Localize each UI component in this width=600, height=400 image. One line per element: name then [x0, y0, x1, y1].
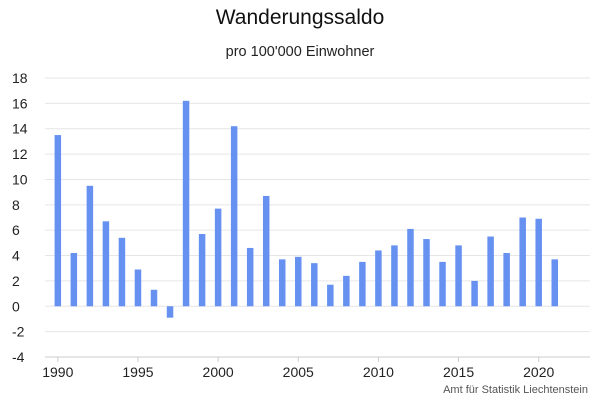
bar [343, 275, 350, 307]
bar [278, 259, 286, 307]
y-tick-label: 4 [12, 248, 20, 264]
y-tick-label: 10 [12, 171, 28, 187]
bar [423, 239, 430, 307]
bar [503, 253, 510, 307]
bar [262, 195, 270, 307]
bar [551, 259, 558, 307]
y-tick-label: 2 [12, 273, 20, 289]
x-tick-label: 1990 [42, 364, 73, 380]
bar [439, 261, 446, 307]
bar [295, 256, 302, 307]
y-tick-label: 16 [12, 95, 28, 111]
bar [311, 263, 318, 307]
source-note: Amt für Statistik Liechtenstein [443, 384, 588, 396]
bar [359, 261, 366, 307]
x-tick-label: 2020 [523, 364, 554, 380]
bar [327, 284, 334, 307]
x-tick-label: 2005 [283, 364, 314, 380]
bars [54, 100, 558, 318]
y-tick-label: 12 [12, 146, 28, 162]
bar [214, 208, 222, 307]
bar [86, 185, 94, 307]
bar [54, 135, 62, 307]
bar [535, 218, 542, 307]
chart-subtitle: pro 100'000 Einwohner [225, 44, 375, 60]
x-tick-label: 2015 [443, 364, 474, 380]
bar [118, 237, 126, 307]
bar [166, 306, 174, 318]
y-tick-label: 14 [12, 121, 28, 137]
bar [102, 221, 110, 307]
x-tick-label: 2000 [203, 364, 234, 380]
bar [487, 236, 494, 307]
bar [455, 245, 462, 307]
y-tick-label: 8 [12, 197, 20, 213]
bar [391, 245, 398, 307]
y-tick-label: 6 [12, 222, 20, 238]
bar [134, 269, 142, 307]
bar [182, 100, 190, 307]
y-tick-label: 0 [12, 298, 20, 314]
bar [519, 217, 526, 307]
x-tick-label: 1995 [122, 364, 153, 380]
bar [230, 126, 238, 307]
chart-title: Wanderungssaldo [215, 6, 385, 29]
y-tick-label: -4 [12, 349, 25, 365]
bar [70, 253, 78, 307]
bar [246, 247, 254, 307]
y-tick-label: 18 [12, 70, 28, 86]
gridlines [45, 77, 590, 358]
bar [471, 280, 478, 307]
bar [150, 289, 158, 307]
bar [375, 250, 382, 307]
axes: -4 -2 0 2 4 6 8 10 12 14 16 18 1990 1995 2000 2005 2010 2… [12, 70, 590, 380]
bar [198, 233, 206, 307]
y-tick-label: -2 [12, 324, 25, 340]
bar [407, 228, 414, 307]
x-tick-label: 2010 [363, 364, 394, 380]
